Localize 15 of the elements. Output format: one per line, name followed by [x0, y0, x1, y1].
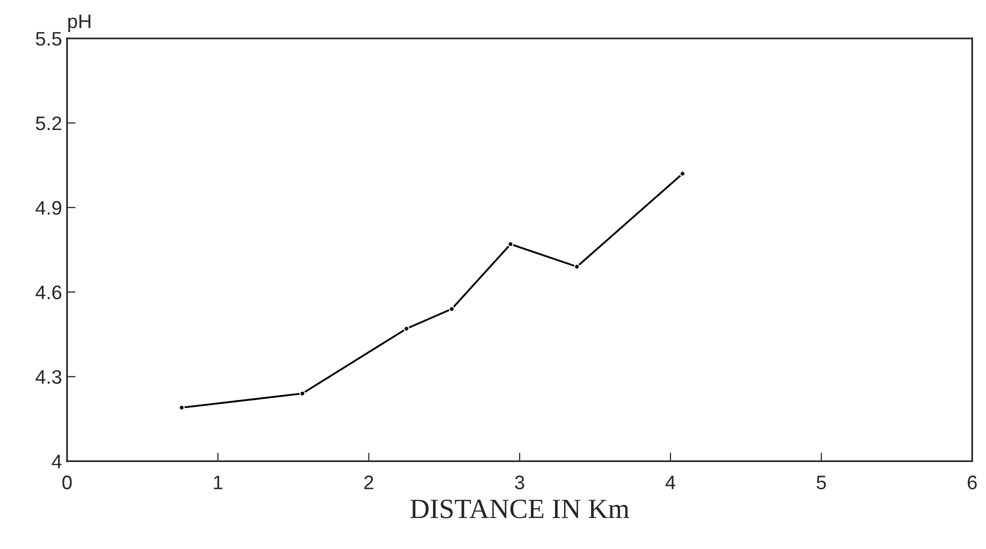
y-tick-label: 4.6	[36, 286, 62, 300]
x-tick-label: 6	[968, 476, 977, 490]
y-tick-label: 5.5	[36, 32, 62, 46]
x-tick-label: 1	[214, 476, 222, 490]
x-tick-label: 4	[666, 476, 676, 490]
x-tick-label: 2	[364, 476, 374, 490]
y-axis-title: pH	[68, 14, 90, 32]
x-tick-label: 5	[816, 476, 826, 490]
x-tick-label: 3	[514, 476, 524, 490]
y-tick-label: 4	[52, 454, 62, 468]
y-tick-label: 4.3	[36, 370, 62, 384]
x-axis-title: DISTANCE IN Km	[410, 500, 630, 518]
x-tick-label: 0	[62, 476, 72, 490]
y-tick-label: 4.9	[36, 200, 62, 215]
y-tick-label: 5.2	[36, 116, 62, 130]
